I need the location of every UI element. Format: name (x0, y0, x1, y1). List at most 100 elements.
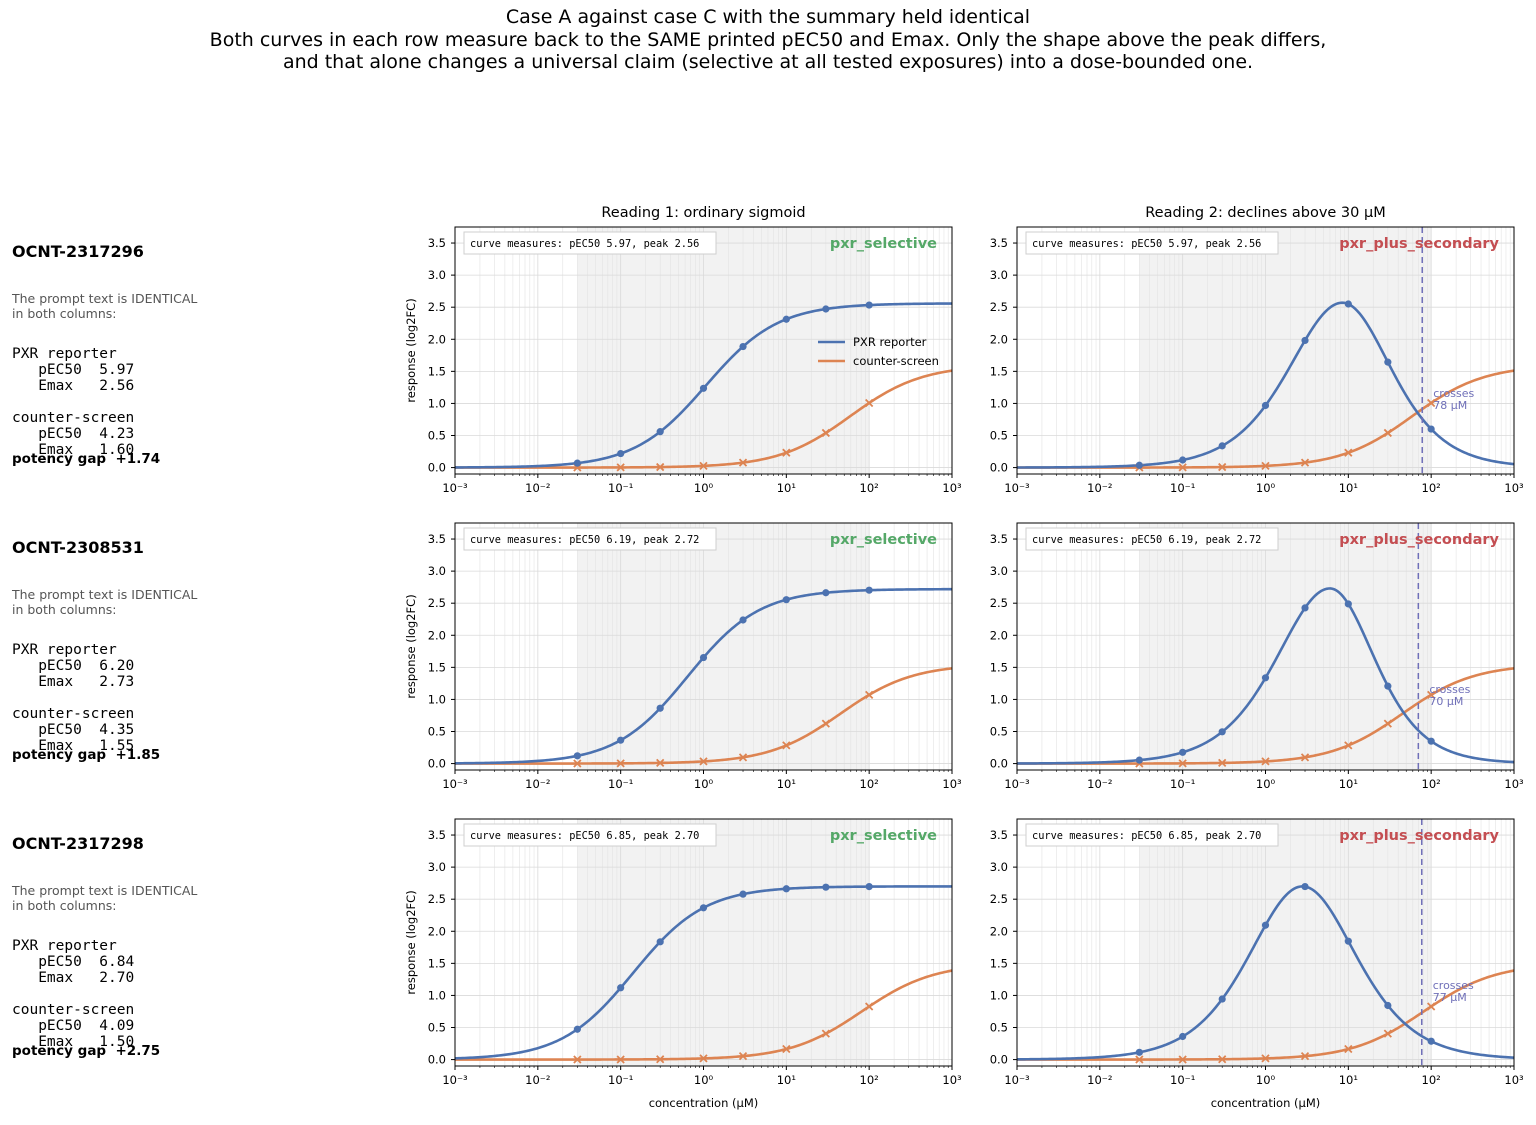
y-tick-label: 3.5 (990, 828, 1008, 842)
y-tick-label: 1.5 (428, 364, 446, 378)
counter-screen-point (1261, 1054, 1270, 1063)
pxr-reporter-point (656, 704, 664, 712)
y-tick-label: 2.0 (990, 332, 1008, 346)
crosses-label: crosses (1429, 683, 1470, 696)
cs-label: counter-screen (12, 706, 135, 722)
pxr-reporter-point (573, 1025, 581, 1033)
tested-range-shade (1139, 523, 1432, 770)
y-tick-label: 0.0 (428, 757, 446, 771)
measure-box-text: curve measures: pEC50 6.19, peak 2.72 (1032, 534, 1261, 546)
y-tick-label: 3.5 (990, 236, 1008, 250)
x-tick-label: 10⁻² (1087, 777, 1112, 791)
counter-screen-point (1383, 1029, 1392, 1038)
x-tick-label: 10³ (1504, 1073, 1524, 1087)
x-axis-label: concentration (µM) (1211, 1096, 1321, 1110)
x-tick-label: 10⁻³ (1004, 1073, 1030, 1087)
pxr-label: PXR reporter (12, 642, 117, 658)
x-tick-label: 10⁻¹ (1170, 1073, 1195, 1087)
y-tick-label: 1.5 (428, 660, 446, 674)
measure-box: curve measures: pEC50 6.19, peak 2.72 (1025, 527, 1279, 551)
verdict-label: pxr_selective (830, 532, 937, 548)
y-axis-label: response (log2FC) (404, 298, 418, 402)
cs-emax: Emax 1.50 (12, 1034, 135, 1050)
y-tick-label: 2.0 (428, 332, 446, 346)
y-tick-label: 3.0 (428, 860, 446, 874)
pxr-reporter-point (573, 459, 581, 467)
y-tick-label: 1.0 (990, 692, 1008, 706)
summary-stats: PXR reporter pEC50 6.84 Emax 2.70 counte… (12, 938, 134, 1050)
y-tick-label: 2.5 (428, 596, 446, 610)
pxr-reporter-point (617, 984, 625, 992)
tested-range-shade (1139, 227, 1432, 474)
pxr-reporter-point (1384, 1001, 1392, 1010)
pxr-label: PXR reporter (12, 346, 117, 362)
x-tick-label: 10⁰ (1256, 481, 1276, 495)
x-tick-label: 10⁻³ (442, 777, 468, 791)
counter-screen-point (821, 428, 830, 438)
pxr-reporter-point (782, 596, 790, 604)
pxr-reporter-point (1179, 456, 1187, 464)
counter-screen-point (699, 757, 708, 766)
crosses-value: 70 µM (1429, 695, 1463, 708)
y-tick-label: 1.0 (990, 396, 1008, 410)
counter-screen-point (865, 398, 874, 408)
verdict-label: pxr_selective (830, 828, 937, 844)
cs-pec50: pEC50 4.23 (12, 426, 135, 442)
counter-screen-point (573, 1055, 582, 1064)
x-tick-label: 10² (860, 777, 879, 791)
counter-screen-point (821, 1029, 830, 1038)
measure-box: curve measures: pEC50 6.85, peak 2.70 (463, 823, 717, 847)
counter-screen-point (1218, 462, 1227, 472)
pxr-reporter-point (1344, 300, 1352, 308)
counter-screen-point (1427, 1002, 1436, 1011)
x-tick-label: 10⁻¹ (608, 1073, 633, 1087)
cs-emax: Emax 1.55 (12, 738, 135, 754)
counter-screen-point (1178, 759, 1187, 768)
figure-title-line: and that alone changes a universal claim… (282, 51, 1254, 73)
x-tick-label: 10⁻¹ (1170, 481, 1195, 495)
y-tick-label: 3.5 (428, 828, 446, 842)
counter-screen-point (1135, 1055, 1144, 1064)
y-tick-label: 3.0 (990, 268, 1008, 282)
pxr-reporter-point (1179, 748, 1187, 756)
counter-screen-point (1427, 690, 1436, 699)
y-tick-label: 3.0 (428, 268, 446, 282)
pxr-reporter-point (739, 342, 747, 351)
legend-label: counter-screen (853, 354, 939, 368)
pxr-reporter-point (699, 653, 708, 662)
x-tick-label: 10⁻² (525, 1073, 550, 1087)
x-tick-label: 10¹ (777, 777, 796, 791)
counter-screen-point (738, 458, 748, 467)
counter-screen-point (1261, 757, 1270, 766)
cs-pec50: pEC50 4.09 (12, 1018, 135, 1034)
counter-screen-point (616, 463, 625, 472)
measure-box-frame (463, 527, 717, 551)
counter-screen-point (616, 1055, 625, 1064)
tested-range-shade (1139, 819, 1432, 1066)
pxr-pec50: pEC50 6.20 (12, 658, 135, 674)
y-tick-label: 1.0 (428, 988, 446, 1002)
counter-screen-point (1300, 458, 1310, 467)
x-tick-label: 10⁰ (694, 777, 714, 791)
x-tick-label: 10¹ (777, 1073, 796, 1087)
note-line: The prompt text is IDENTICAL (12, 291, 198, 306)
cs-label: counter-screen (12, 1002, 135, 1018)
counter-screen-point (699, 1054, 708, 1063)
counter-screen-point (1178, 1055, 1187, 1064)
x-tick-label: 10¹ (1339, 1073, 1358, 1087)
y-tick-label: 0.5 (428, 429, 446, 443)
pxr-pec50: pEC50 6.84 (12, 954, 135, 970)
potency-gap: potency gap +2.75 (12, 1043, 161, 1059)
y-tick-label: 3.0 (990, 564, 1008, 578)
potency-gap: potency gap +1.74 (12, 451, 161, 467)
crosses-label: crosses (1433, 979, 1474, 992)
legend-label: PXR reporter (853, 335, 927, 349)
pxr-reporter-point (617, 736, 625, 744)
x-tick-label: 10⁻³ (442, 1073, 468, 1087)
tested-range-shade (577, 819, 870, 1066)
y-tick-label: 1.5 (428, 956, 446, 970)
chart-panel-r1-c1: 10⁻³ 10⁻² 10⁻¹ 10⁰ 10¹ 10² 10³ 0.0 0.5 1.0 1.5 2.0 2… (404, 522, 962, 791)
pxr-reporter-point (656, 938, 664, 946)
